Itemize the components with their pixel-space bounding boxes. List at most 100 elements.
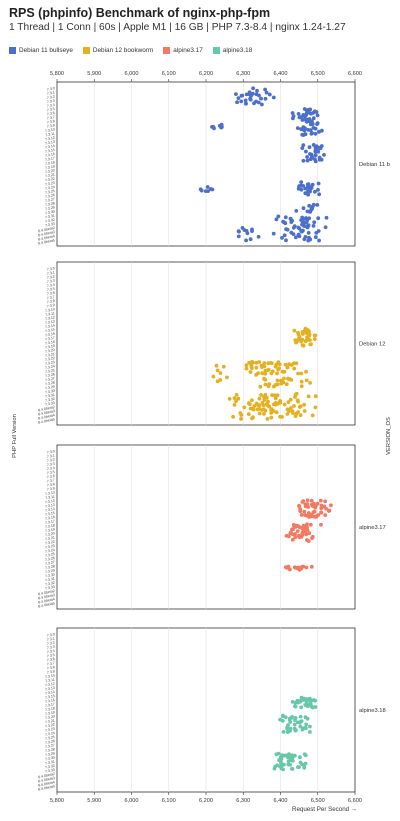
y-tick-label: 7.3.33 (45, 585, 56, 591)
data-point (308, 128, 313, 133)
data-point (269, 361, 274, 366)
data-point (218, 371, 223, 375)
data-point (298, 404, 303, 409)
data-point (280, 415, 284, 419)
y-tick-label: 7.3.1 (47, 90, 56, 96)
x-tick-label-top: 6,000 (125, 71, 139, 77)
data-point (238, 411, 243, 415)
y-tick-label: 7.3.7 (47, 115, 56, 121)
data-point (293, 338, 298, 343)
data-point (308, 342, 313, 347)
data-point (324, 215, 329, 220)
data-point (294, 411, 299, 416)
data-point (297, 184, 301, 189)
data-point (287, 752, 291, 757)
data-point (300, 727, 305, 732)
data-point (304, 532, 309, 537)
x-tick-label-top: 6,400 (274, 71, 288, 77)
data-point (219, 125, 224, 130)
y-tick-label: 7.3.21 (45, 173, 56, 179)
data-point (307, 203, 312, 208)
data-point (250, 229, 254, 234)
data-point (300, 762, 304, 767)
data-point (251, 415, 255, 420)
data-point (319, 144, 324, 148)
data-point (232, 403, 237, 407)
data-point (231, 414, 236, 419)
y-tick-label: 7.3.4 (47, 649, 56, 655)
data-point (266, 361, 271, 366)
data-point (313, 148, 318, 153)
data-point (234, 392, 239, 397)
data-point (294, 209, 299, 213)
data-point (227, 397, 232, 401)
data-point (301, 228, 305, 233)
data-point (320, 504, 325, 509)
data-point (322, 153, 326, 157)
data-point (306, 394, 311, 399)
y-tick-label: 7.3.8 (47, 299, 56, 305)
data-point (281, 713, 285, 718)
data-point (308, 119, 313, 124)
y-tick-label: 7.3.26 (45, 372, 56, 378)
data-point (206, 189, 210, 194)
data-point (264, 90, 269, 95)
data-point (244, 92, 249, 97)
data-point (300, 533, 305, 537)
data-point (214, 363, 219, 368)
legend-item-debian12: Debian 12 bookworm (82, 46, 153, 54)
y-tick-label: 7.3.18 (45, 340, 56, 346)
y-tick-label: 7.3.27 (45, 376, 56, 382)
data-point (234, 399, 238, 404)
data-point (312, 220, 317, 225)
data-point (307, 145, 312, 150)
data-point (262, 361, 267, 365)
data-point (310, 155, 315, 160)
data-point (221, 364, 226, 369)
data-point (292, 328, 297, 333)
y-tick-label: 7.3.14 (45, 507, 56, 513)
data-point (311, 510, 316, 515)
y-tick-label: 7.3.16 (45, 332, 56, 338)
data-point (236, 396, 241, 401)
y-tick-label: 7.3.18 (45, 706, 56, 712)
data-point (255, 407, 260, 412)
data-point (254, 92, 259, 97)
data-point (292, 722, 297, 727)
y-tick-label: 7.3.6 (47, 291, 56, 297)
data-point (304, 338, 309, 343)
y-tick-label: 8.4.0beta3 (38, 230, 55, 237)
y-tick-label: 8.4.0beta2 (38, 772, 55, 779)
data-point (290, 537, 295, 542)
data-point (327, 509, 331, 513)
data-point (288, 406, 293, 410)
y-tick-label: 7.3.5 (47, 287, 56, 293)
data-point (266, 384, 271, 389)
data-point (260, 401, 265, 405)
y-tick-label: 7.3.27 (45, 743, 56, 749)
y-tick-label: 7.3.14 (45, 323, 56, 329)
data-point (307, 332, 312, 337)
data-point (286, 376, 290, 381)
data-point (290, 766, 294, 771)
data-point (312, 333, 317, 338)
data-point (292, 726, 297, 731)
data-point (299, 384, 304, 389)
y-tick-label: 7.3.6 (47, 657, 56, 663)
y-tick-label: 7.3.9 (47, 123, 56, 129)
legend-item-alpine318: alpine3.18 (212, 46, 252, 54)
y-tick-label: 7.3.19 (45, 710, 56, 716)
y-tick-label: 7.3.8 (47, 665, 56, 671)
data-point (263, 368, 268, 373)
y-tick-label: 7.3.24 (45, 364, 56, 370)
data-point (294, 391, 299, 396)
y-tick-label: 7.3.17 (45, 702, 56, 708)
data-point (257, 396, 262, 401)
data-point (293, 535, 298, 540)
data-point (198, 187, 203, 192)
data-point (282, 762, 286, 767)
y-tick-label: 7.3.17 (45, 336, 56, 342)
y-tick-label: 7.3.20 (45, 531, 56, 537)
y-tick-label: 7.3.0 (47, 449, 56, 455)
